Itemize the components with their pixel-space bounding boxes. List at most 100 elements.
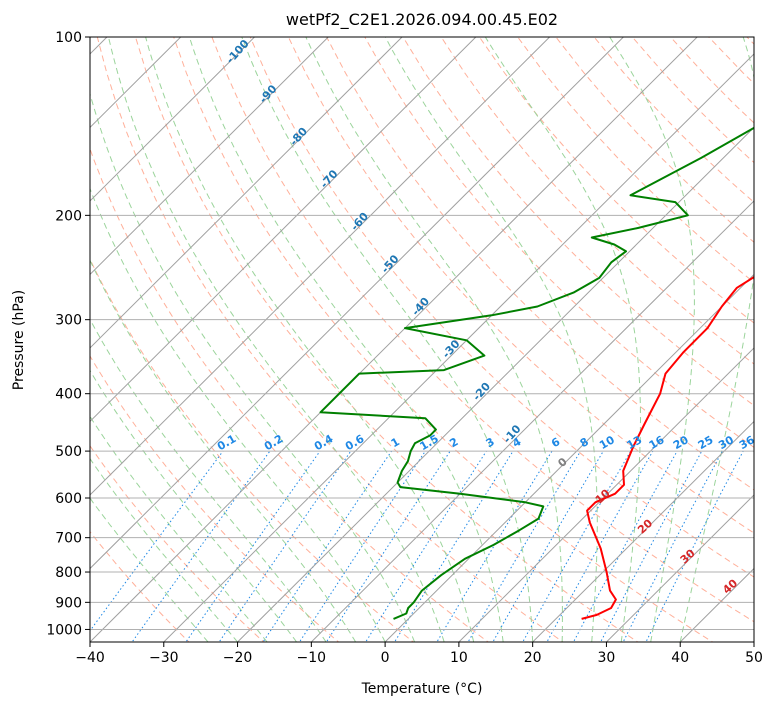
dry-adiabat-line (517, 37, 754, 284)
isotherm-line (753, 641, 754, 642)
mixing-ratio-line (467, 450, 582, 642)
dry-adiabat-label: -90 (257, 82, 280, 106)
moist-adiabat-line (384, 37, 598, 642)
profile-line (319, 126, 754, 620)
mixing-ratio-line (131, 450, 271, 642)
isotherm-line (458, 347, 754, 642)
mixing-ratio-line (218, 450, 352, 642)
y-axis-label: Pressure (hPa) (11, 290, 27, 390)
x-axis-label: Temperature (°C) (361, 681, 483, 697)
moist-adiabat-line (305, 37, 563, 642)
isotherm-line (90, 37, 698, 642)
x-tick-label: 40 (671, 650, 689, 666)
dry-adiabat-line (287, 37, 754, 534)
x-tick-label: −20 (223, 650, 253, 666)
dry-adiabat-label: -20 (470, 380, 493, 404)
x-tick-label: 10 (450, 650, 468, 666)
x-tick-label: 30 (598, 650, 616, 666)
dry-adiabat-line (135, 37, 639, 642)
moist-adiabat-line (145, 37, 475, 642)
dry-adiabat-line (90, 258, 415, 642)
dry-adiabat-line (555, 37, 754, 243)
y-tick-label: 900 (55, 595, 82, 611)
isotherm-line (90, 37, 624, 570)
mixing-ratio-line (298, 450, 426, 642)
mixing-ratio-label: 4 (510, 435, 523, 450)
profile-line (581, 275, 754, 620)
isotherm-line (90, 37, 550, 496)
y-tick-label: 600 (55, 491, 82, 507)
mixing-ratio-label: 10 (597, 433, 617, 452)
mixing-ratio-line (622, 450, 723, 642)
mixing-ratio-label: 16 (647, 433, 667, 452)
zero-isotherm-label: 0 (555, 455, 570, 470)
x-tick-label: −40 (75, 650, 105, 666)
mixing-ratio-line (600, 450, 703, 642)
dry-adiabat-label: -70 (318, 167, 341, 191)
moist-adiabat-label: 30 (678, 546, 698, 566)
moist-adiabat-label: 40 (720, 576, 740, 596)
mixing-ratio-line (185, 450, 321, 642)
y-tick-label: 100 (55, 30, 82, 46)
isotherm-line (532, 420, 754, 642)
y-tick-label: 400 (55, 387, 82, 403)
x-tick-label: −30 (149, 650, 179, 666)
y-tick-label: 700 (55, 531, 82, 547)
dry-adiabat-line (249, 37, 754, 578)
isotherm-line (679, 567, 754, 642)
moist-adiabat-line (90, 187, 386, 642)
mixing-ratio-label: 25 (696, 433, 716, 452)
isotherm-line (90, 37, 403, 349)
dry-adiabat-label: -80 (287, 125, 310, 149)
y-tick-label: 800 (55, 565, 82, 581)
x-tick-label: 20 (524, 650, 542, 666)
y-tick-label: 200 (55, 208, 82, 224)
moist-adiabat-line (90, 369, 297, 642)
mixing-ratio-line (394, 450, 514, 642)
moist-adiabat-line (90, 259, 357, 642)
moist-adiabat-line (188, 37, 504, 642)
mixing-ratio-label: 0.2 (262, 432, 285, 453)
dry-adiabat-line (708, 37, 754, 85)
mixing-ratio-line (365, 450, 487, 642)
y-tick-label: 500 (55, 444, 82, 460)
isotherm-line (310, 200, 754, 642)
mixing-ratio-line (262, 450, 393, 642)
x-tick-label: 0 (381, 650, 390, 666)
moist-adiabat-line (90, 457, 238, 642)
mixing-ratio-label: 0.1 (215, 432, 238, 453)
mixing-ratio-label: 30 (716, 433, 736, 452)
moist-adiabat-line (484, 37, 641, 642)
moist-adiabat-line (679, 37, 754, 642)
isotherm-line (384, 273, 754, 642)
mixing-ratio-label: 1.5 (417, 432, 440, 453)
moist-adiabat-line (90, 318, 327, 642)
moist-adiabat-line (90, 497, 209, 642)
moist-adiabat-label: 10 (593, 486, 613, 506)
mixing-ratio-line (436, 450, 553, 642)
mixing-ratio-line (572, 450, 678, 642)
mixing-ratio-label: 2 (447, 435, 460, 450)
dry-adiabat-line (478, 37, 754, 324)
mixing-ratio-label: 0.4 (312, 432, 336, 453)
moist-adiabat-line (108, 37, 445, 642)
y-tick-label: 300 (55, 313, 82, 329)
dry-adiabat-line (746, 37, 754, 45)
mixing-ratio-label: 3 (484, 435, 497, 450)
dry-adiabat-line (364, 37, 754, 448)
dry-adiabat-label: -100 (224, 37, 252, 66)
isotherm-line (237, 126, 754, 642)
dry-adiabat-line (326, 37, 754, 491)
isotherm-line (163, 53, 754, 642)
isotherm-line (90, 37, 255, 202)
mixing-ratio-line (90, 450, 224, 632)
moist-adiabat-line (241, 37, 534, 642)
moist-adiabat-line (90, 415, 268, 642)
y-tick-label: 1000 (46, 622, 82, 638)
dry-adiabat-label: -30 (440, 337, 463, 361)
moist-adiabat-label: 20 (635, 516, 655, 536)
dry-adiabat-label: -60 (348, 210, 371, 234)
x-tick-label: 50 (745, 650, 763, 666)
dry-adiabat-label: -40 (409, 295, 432, 319)
